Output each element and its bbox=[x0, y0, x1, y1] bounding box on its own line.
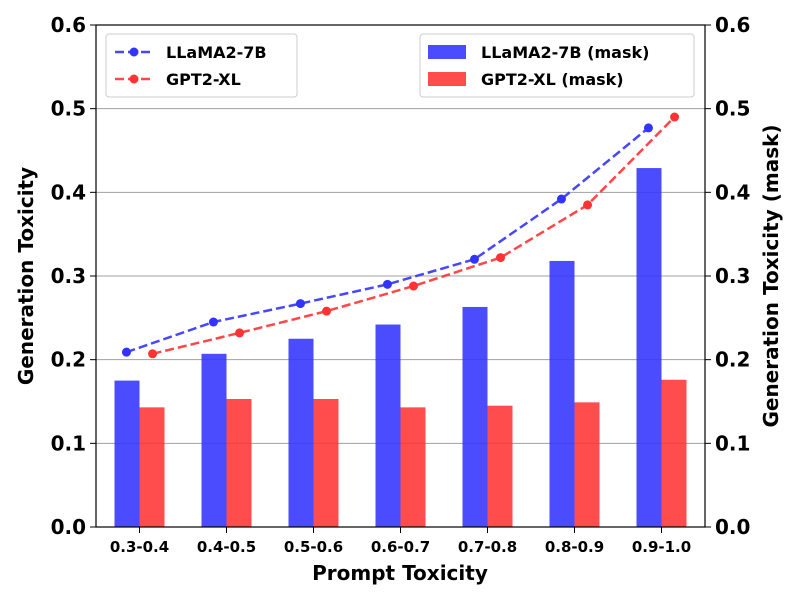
point-gpt2-xl bbox=[235, 328, 245, 338]
x-tick-label: 0.3-0.4 bbox=[110, 538, 169, 556]
x-tick-label: 0.5-0.6 bbox=[284, 538, 343, 556]
y-axis-label-right: Generation Toxicity (mask) bbox=[759, 124, 783, 427]
point-llama2-7b bbox=[208, 317, 218, 327]
y-tick-label-right: 0.3 bbox=[715, 264, 750, 288]
x-tick-label: 0.6-0.7 bbox=[371, 538, 430, 556]
bar-gpt2-xl-mask bbox=[661, 379, 687, 527]
x-tick-label: 0.4-0.5 bbox=[197, 538, 256, 556]
y-tick-label-left: 0.0 bbox=[51, 515, 86, 539]
legend-lines-box bbox=[105, 33, 298, 98]
axes bbox=[90, 24, 711, 533]
point-llama2-7b bbox=[295, 299, 305, 309]
x-tick-label: 0.9-1.0 bbox=[632, 538, 691, 556]
series-lines bbox=[121, 112, 680, 359]
legend-bar-label: GPT2-XL (mask) bbox=[481, 70, 624, 89]
x-tick-label: 0.8-0.9 bbox=[545, 538, 604, 556]
y-axis-label-left: Generation Toxicity bbox=[14, 167, 38, 385]
legend-bar-swatch bbox=[428, 72, 466, 86]
tick-labels: 0.0 0.0 0.1 0.1 0.2 0.2 0.3 0.3 0.4 0.4 0.5 0.5 0.6 0… bbox=[51, 13, 751, 556]
y-tick-label-right: 0.1 bbox=[715, 431, 750, 455]
bar-llama2-7b-mask bbox=[636, 168, 662, 527]
point-llama2-7b bbox=[643, 123, 653, 133]
point-gpt2-xl bbox=[409, 281, 419, 291]
bar-gpt2-xl-mask bbox=[313, 398, 339, 527]
x-tick-label: 0.7-0.8 bbox=[458, 538, 517, 556]
y-tick-label-right: 0.6 bbox=[715, 13, 750, 37]
legend-line-marker bbox=[129, 74, 139, 84]
y-tick-label-left: 0.4 bbox=[51, 180, 86, 204]
bar-gpt2-xl-mask bbox=[574, 402, 600, 527]
legend-bar-swatch bbox=[428, 45, 466, 59]
bar-llama2-7b-mask bbox=[114, 380, 140, 527]
y-tick-label-left: 0.3 bbox=[51, 264, 86, 288]
point-gpt2-xl bbox=[670, 112, 680, 122]
y-tick-label-right: 0.4 bbox=[715, 180, 750, 204]
y-tick-label-right: 0.2 bbox=[715, 348, 750, 372]
point-gpt2-xl bbox=[322, 306, 332, 316]
bar-llama2-7b-mask bbox=[201, 353, 227, 527]
y-tick-label-left: 0.5 bbox=[51, 97, 86, 121]
x-axis-label: Prompt Toxicity bbox=[312, 561, 488, 585]
bar-gpt2-xl-mask bbox=[226, 398, 252, 527]
legend-bar-label: LLaMA2-7B (mask) bbox=[481, 43, 649, 62]
y-tick-label-left: 0.1 bbox=[51, 431, 86, 455]
bars bbox=[114, 168, 687, 527]
legend-line-label: LLaMA2-7B bbox=[166, 43, 267, 62]
legend-bars: LLaMA2-7B (mask) GPT2-XL (mask) bbox=[419, 33, 695, 98]
bar-llama2-7b-mask bbox=[549, 260, 575, 527]
legend-bars-box bbox=[419, 33, 695, 98]
bar-llama2-7b-mask bbox=[462, 306, 488, 527]
point-llama2-7b bbox=[556, 194, 566, 204]
bar-gpt2-xl-mask bbox=[487, 405, 513, 527]
grid-lines bbox=[96, 108, 705, 444]
bar-gpt2-xl-mask bbox=[139, 407, 165, 527]
bar-llama2-7b-mask bbox=[288, 338, 314, 527]
legend-line-marker bbox=[129, 47, 139, 57]
bar-llama2-7b-mask bbox=[375, 324, 401, 527]
point-llama2-7b bbox=[469, 254, 479, 264]
point-llama2-7b bbox=[121, 347, 131, 357]
y-tick-label-right: 0.0 bbox=[715, 515, 750, 539]
point-gpt2-xl bbox=[148, 349, 158, 359]
legend-lines: LLaMA2-7B GPT2-XL bbox=[105, 33, 298, 98]
point-gpt2-xl bbox=[496, 253, 506, 263]
point-gpt2-xl bbox=[583, 200, 593, 210]
y-tick-label-left: 0.6 bbox=[51, 13, 86, 37]
legend-line-label: GPT2-XL bbox=[166, 70, 241, 89]
bar-gpt2-xl-mask bbox=[400, 407, 426, 527]
y-tick-label-left: 0.2 bbox=[51, 348, 86, 372]
y-tick-label-right: 0.5 bbox=[715, 97, 750, 121]
point-llama2-7b bbox=[382, 279, 392, 289]
